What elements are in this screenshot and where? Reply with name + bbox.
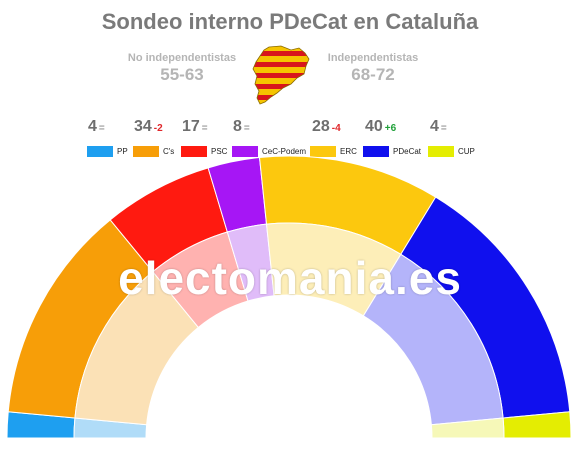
seat-value-cup: 4	[430, 118, 439, 135]
bloc-independentistas-range: 68-72	[351, 65, 395, 84]
seat-count-cs: 34 -2	[134, 118, 163, 136]
seat-value-erc: 28	[312, 118, 330, 135]
legend-item-pp: PP	[87, 146, 128, 157]
legend-label-erc: ERC	[340, 147, 357, 156]
legend-label-cup: CUP	[458, 147, 475, 156]
seat-value-cs: 34	[134, 118, 152, 135]
legend-label-psc: PSC	[211, 147, 228, 156]
legend-label-pp: PP	[117, 147, 128, 156]
legend-swatch-erc	[310, 146, 336, 157]
seat-count-pdecat: 40 +6	[365, 118, 396, 136]
bloc-independentistas-label: Independentistas	[327, 52, 419, 64]
seat-change-pdecat: +6	[384, 123, 397, 134]
bloc-no-independentistas-range: 55-63	[160, 65, 204, 84]
legend-swatch-cup	[428, 146, 454, 157]
legend-item-pdecat: PDeCat	[363, 146, 421, 157]
catalonia-map-flag-icon	[252, 45, 310, 105]
legend-item-psc: PSC	[181, 146, 227, 157]
seat-count-cec-podem: 8 =	[233, 118, 250, 136]
legend-label-pdecat: PDeCat	[393, 147, 422, 156]
seat-count-pp: 4 =	[88, 118, 105, 136]
seat-change-cs: -2	[153, 123, 163, 134]
hemicycle-inner-segment-cup	[430, 417, 505, 439]
seat-value-pdecat: 40	[365, 118, 383, 135]
legend-label-cec-podem: CeC-Podem	[262, 147, 307, 156]
seat-change-cup: =	[440, 123, 447, 134]
legend-swatch-pp	[87, 146, 113, 157]
seat-count-erc: 28 -4	[312, 118, 341, 136]
watermark: electomania.es	[118, 252, 462, 304]
legend-swatch-psc	[181, 146, 207, 157]
seat-change-psc: =	[201, 123, 208, 134]
seat-count-cup: 4 =	[430, 118, 447, 136]
seat-change-erc: -4	[331, 123, 341, 134]
seat-value-psc: 17	[182, 118, 200, 135]
legend-item-erc: ERC	[310, 146, 357, 157]
legend-swatch-pdecat	[363, 146, 389, 157]
bloc-independentistas: Independentistas 68-72	[293, 52, 453, 85]
seat-count-psc: 17 =	[182, 118, 208, 136]
bloc-no-independentistas-label: No independentistas	[127, 52, 237, 64]
legend-label-cs: C's	[163, 147, 175, 156]
legend-swatch-cs	[133, 146, 159, 157]
seat-value-cec-podem: 8	[233, 118, 242, 135]
seat-value-pp: 4	[88, 118, 97, 135]
legend-item-cec-podem: CeC-Podem	[232, 146, 306, 157]
legend-swatch-cec-podem	[232, 146, 258, 157]
chart-title: Sondeo interno PDeCat en Cataluña	[101, 9, 479, 34]
seat-change-cec-podem: =	[243, 123, 250, 134]
bloc-no-independentistas: No independentistas 55-63	[102, 52, 262, 85]
seat-change-pp: =	[98, 123, 105, 134]
legend-item-cs: C's	[133, 146, 174, 157]
legend-item-cup: CUP	[428, 146, 475, 157]
